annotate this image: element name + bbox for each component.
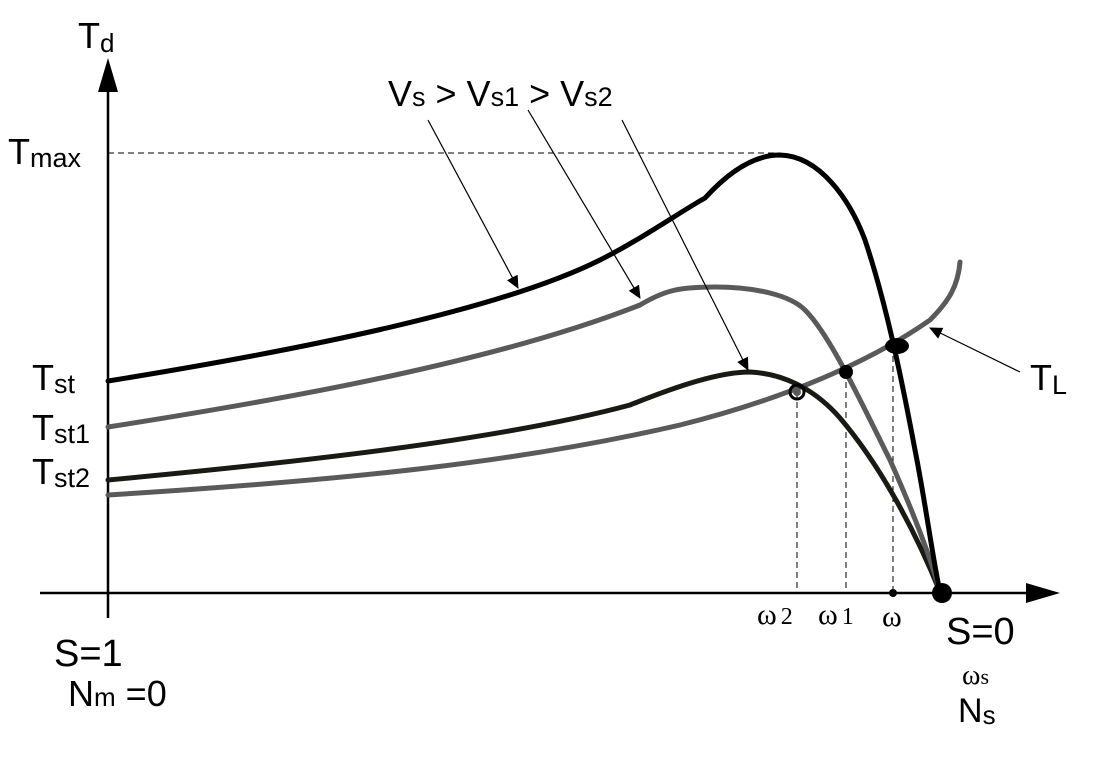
operating-point-omega1 [839,365,853,379]
synchronous-omega-label: ωs [962,660,989,691]
omega-axis-dot [889,589,897,597]
synchronous-point [932,583,952,603]
y-axis-arrow [98,58,118,92]
load-torque-label: TL [1030,357,1067,400]
slip-one-label: S=1 [54,633,123,675]
load-torque-curve [105,259,963,498]
x-axis-arrow [1026,583,1060,603]
pointer-vs2 [621,119,749,371]
tst2-label: Tst2 [32,451,90,493]
operating-point-omega2-inner [793,388,801,396]
tst1-label: Tst1 [32,407,90,449]
synchronous-speed-label: Ns [958,692,996,730]
tst-label: Tst [32,357,76,399]
voltage-relation-label: Vs > Vs1 > Vs2 [388,73,613,114]
operating-point-omega [885,338,909,354]
y-axis-label: Td [78,15,114,58]
omega-label: ω [882,600,902,633]
pointer-tl [929,327,1021,373]
tmax-label: Tmax [8,131,82,173]
curve-vs2 [105,369,943,595]
slip-zero-label: S=0 [946,611,1015,653]
pointer-vs1 [527,109,641,299]
pointer-vs [427,119,519,289]
curve-vs [105,152,943,595]
operating-point-omega2 [788,383,806,401]
rotor-speed-zero-label: Nm =0 [68,673,167,714]
curve-vs1 [105,284,943,595]
